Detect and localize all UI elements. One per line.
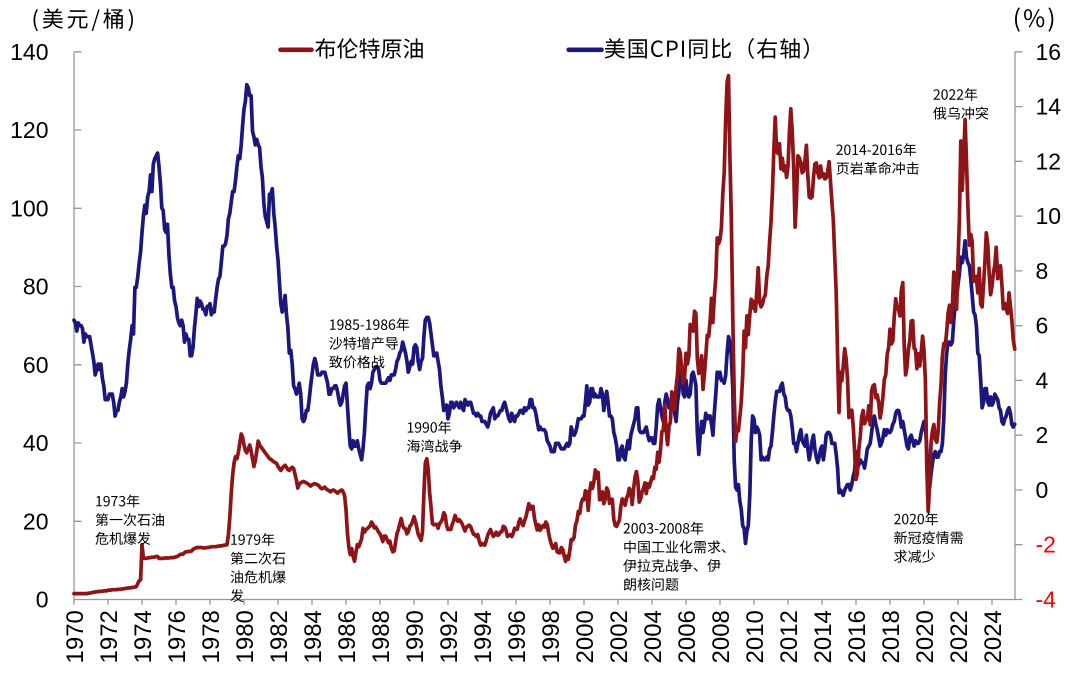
svg-text:60: 60 <box>23 352 49 378</box>
svg-text:2012: 2012 <box>776 610 803 663</box>
svg-text:16: 16 <box>1036 39 1062 65</box>
svg-text:2016: 2016 <box>844 610 871 663</box>
svg-text:-4: -4 <box>1036 587 1057 613</box>
svg-text:-2: -2 <box>1036 532 1056 558</box>
svg-text:2006: 2006 <box>674 610 701 663</box>
svg-text:1978: 1978 <box>198 610 225 663</box>
svg-text:10: 10 <box>1036 203 1062 229</box>
svg-text:1984: 1984 <box>300 610 327 663</box>
svg-text:20: 20 <box>23 508 49 534</box>
svg-text:2000: 2000 <box>572 610 599 663</box>
svg-text:2014: 2014 <box>810 610 837 663</box>
svg-text:12: 12 <box>1036 148 1062 174</box>
svg-text:1980: 1980 <box>232 610 259 663</box>
svg-text:2004: 2004 <box>640 610 667 663</box>
svg-text:6: 6 <box>1036 313 1049 339</box>
svg-text:2010: 2010 <box>742 610 769 663</box>
svg-text:4: 4 <box>1036 367 1049 393</box>
svg-text:1992: 1992 <box>436 610 463 663</box>
svg-text:1998: 1998 <box>538 610 565 663</box>
svg-text:1994: 1994 <box>470 610 497 663</box>
svg-text:1974: 1974 <box>130 610 157 663</box>
svg-text:2020: 2020 <box>912 610 939 663</box>
svg-text:2022: 2022 <box>946 610 973 663</box>
svg-text:1970: 1970 <box>62 610 89 663</box>
svg-text:2018: 2018 <box>878 610 905 663</box>
svg-text:1976: 1976 <box>164 610 191 663</box>
svg-text:2008: 2008 <box>708 610 735 663</box>
svg-text:2: 2 <box>1036 422 1049 448</box>
svg-text:80: 80 <box>23 274 49 300</box>
svg-text:120: 120 <box>10 117 48 143</box>
svg-text:0: 0 <box>36 587 49 613</box>
svg-text:0: 0 <box>1036 477 1049 503</box>
svg-text:1982: 1982 <box>266 610 293 663</box>
svg-text:1986: 1986 <box>334 610 361 663</box>
svg-text:40: 40 <box>23 430 49 456</box>
svg-text:100: 100 <box>10 195 48 221</box>
svg-text:1988: 1988 <box>368 610 395 663</box>
svg-text:8: 8 <box>1036 258 1049 284</box>
svg-text:1996: 1996 <box>504 610 531 663</box>
svg-text:1972: 1972 <box>96 610 123 663</box>
svg-text:1990: 1990 <box>402 610 429 663</box>
svg-text:14: 14 <box>1036 94 1062 120</box>
svg-text:2024: 2024 <box>980 610 1007 663</box>
svg-text:140: 140 <box>10 39 48 65</box>
svg-text:2002: 2002 <box>606 610 633 663</box>
